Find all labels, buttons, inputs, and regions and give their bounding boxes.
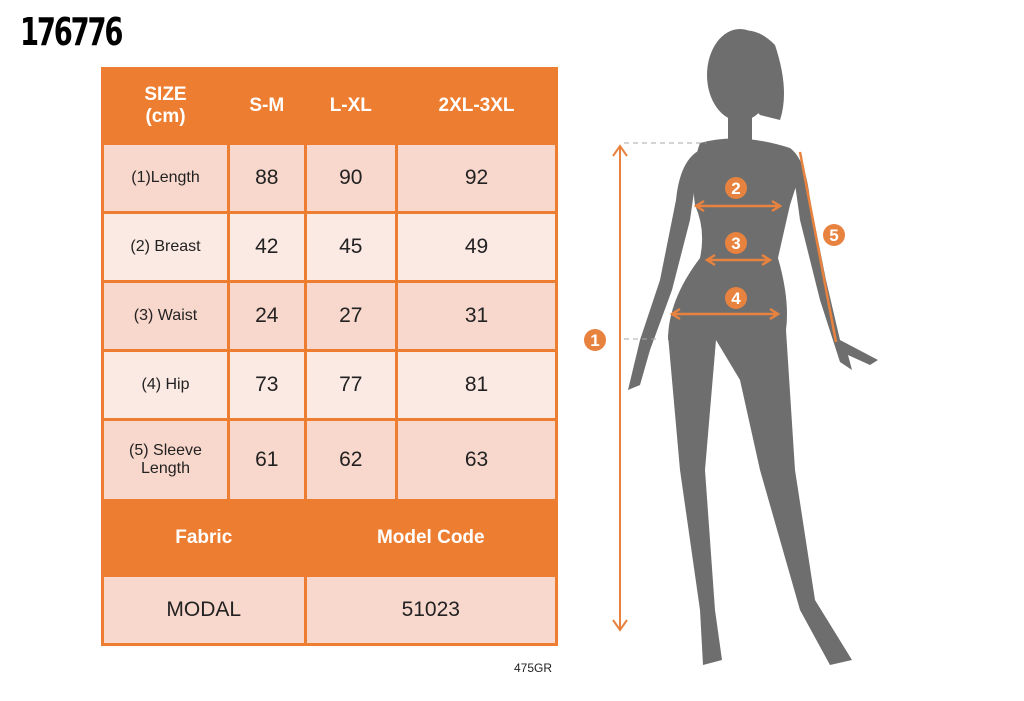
product-code: 176776 (20, 10, 123, 54)
cell: 24 (227, 280, 307, 352)
fabric-value: MODAL (101, 574, 307, 646)
marker-2: 2 (731, 179, 740, 198)
cell: 45 (303, 211, 399, 283)
marker-4: 4 (731, 289, 741, 308)
cell: 27 (303, 280, 399, 352)
marker-1: 1 (590, 331, 599, 350)
cell: 62 (303, 418, 399, 502)
row-label: (3) Waist (101, 280, 230, 352)
cell: 42 (227, 211, 307, 283)
cell: 49 (395, 211, 558, 283)
header-size: SIZE (cm) (101, 67, 230, 145)
model-code-value: 51023 (303, 574, 559, 646)
cell: 92 (395, 142, 558, 214)
table-row: (3) Waist 24 27 31 (101, 280, 558, 352)
header-row: SIZE (cm) S-M L-XL 2XL-3XL (101, 67, 558, 145)
cell: 31 (395, 280, 558, 352)
size-chart-table: SIZE (cm) S-M L-XL 2XL-3XL (1)Length 88 9… (101, 67, 559, 646)
header-2xl-3xl: 2XL-3XL (395, 67, 558, 145)
cell: 81 (395, 349, 558, 421)
cell: 61 (227, 418, 307, 502)
marker-5: 5 (829, 226, 838, 245)
body-silhouette (628, 29, 878, 665)
cell: 63 (395, 418, 558, 502)
table-row: (4) Hip 73 77 81 (101, 349, 558, 421)
fabric-value-row: MODAL 51023 (101, 574, 559, 646)
header-size-line2: (cm) (145, 106, 186, 127)
marker-3: 3 (731, 234, 740, 253)
header-s-m: S-M (227, 67, 307, 145)
row-label: (4) Hip (101, 349, 230, 421)
cell: 77 (303, 349, 399, 421)
table-row: (5) Sleeve Length 61 62 63 (101, 418, 558, 502)
cell: 90 (303, 142, 399, 214)
row-label: (2) Breast (101, 211, 230, 283)
cell: 73 (227, 349, 307, 421)
marker-badges: 1 2 3 4 5 (584, 177, 845, 351)
fabric-label: Fabric (101, 499, 307, 577)
model-code-label: Model Code (303, 499, 559, 577)
measure-arrows (669, 151, 838, 343)
length-arrow (612, 142, 706, 632)
fabric-header-row: Fabric Model Code (101, 499, 559, 577)
footer-code: 475GR (514, 661, 553, 675)
table-row: (1)Length 88 90 92 (101, 142, 558, 214)
header-l-xl: L-XL (303, 67, 399, 145)
table-row: (2) Breast 42 45 49 (101, 211, 558, 283)
cell: 88 (227, 142, 307, 214)
row-label: (1)Length (101, 142, 230, 214)
row-label: (5) Sleeve Length (101, 418, 230, 502)
header-size-line1: SIZE (144, 84, 187, 105)
